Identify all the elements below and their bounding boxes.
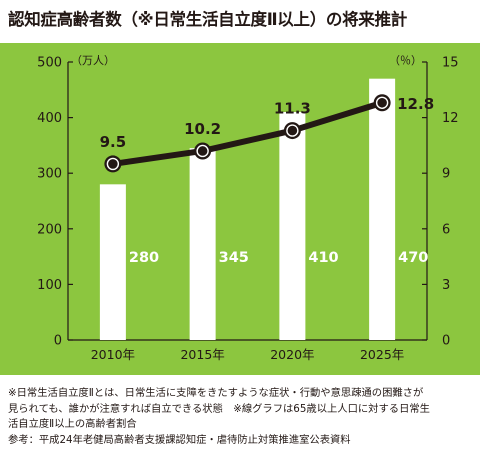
rate-point-ring: [106, 157, 120, 171]
left-axis-tick-label: 100: [37, 278, 62, 293]
x-axis-tick-label: 2015年: [180, 347, 224, 362]
bar-value-label: 470: [398, 250, 428, 266]
rate-value-label: 10.2: [184, 120, 221, 138]
rate-value-label: 11.3: [274, 100, 311, 118]
footnote-line: 見られても、誰かが注意すれば自立できる状態 ※線グラフは65歳以上人口に対する日…: [8, 402, 430, 415]
left-axis-tick-label: 200: [37, 222, 62, 237]
source-note: 参考：平成24年老健局高齢者支援課認知症・虐待防止対策推進室公表資料: [8, 433, 351, 446]
left-axis-tick-label: 500: [37, 56, 62, 71]
right-axis-tick-label: 3: [442, 278, 450, 293]
right-axis-tick-label: 9: [442, 167, 450, 182]
left-axis-tick-label: 0: [54, 334, 62, 349]
rate-point-ring: [196, 144, 209, 158]
right-axis-tick-label: 15: [442, 56, 459, 71]
rate-line: [109, 99, 386, 167]
bar-value-label: 410: [308, 250, 338, 266]
right-axis-tick-label: 6: [442, 222, 450, 237]
footnote-line: 活自立度Ⅱ以上の高齢者割合: [8, 418, 137, 430]
bar: [99, 184, 126, 340]
footnote-line: ※日常生活自立度Ⅱとは、日常生活に支障をきたすような症状・行動や意思疎通の困難さ…: [8, 387, 424, 399]
x-axis-tick-label: 2010年: [91, 347, 135, 362]
bar-value-label: 345: [219, 250, 249, 266]
x-axis-tick-label: 2020年: [270, 347, 314, 362]
rate-value-label: 12.8: [397, 95, 434, 113]
right-axis-tick-label: 12: [442, 111, 459, 126]
bar: [189, 148, 216, 340]
rate-point-ring: [375, 96, 389, 109]
right-axis-unit: （％）: [389, 54, 422, 67]
x-axis-tick-label: 2025年: [360, 347, 404, 362]
left-axis-unit: （万人）: [71, 54, 115, 67]
bar: [369, 78, 396, 341]
right-axis-tick-label: 0: [442, 334, 450, 349]
left-axis-tick-label: 300: [37, 167, 62, 182]
bar: [279, 112, 306, 340]
footnotes: ※日常生活自立度Ⅱとは、日常生活に支障をきたすような症状・行動や意思疎通の困難さ…: [8, 386, 476, 448]
left-axis-tick-label: 400: [37, 111, 62, 126]
rate-point-ring: [286, 124, 299, 137]
rate-value-label: 9.5: [100, 133, 127, 151]
chart-title: 認知症高齢者数（※日常生活自立度Ⅱ以上）の将来推計: [8, 10, 407, 29]
plot-background: [0, 43, 480, 375]
bar-value-label: 280: [129, 250, 159, 266]
